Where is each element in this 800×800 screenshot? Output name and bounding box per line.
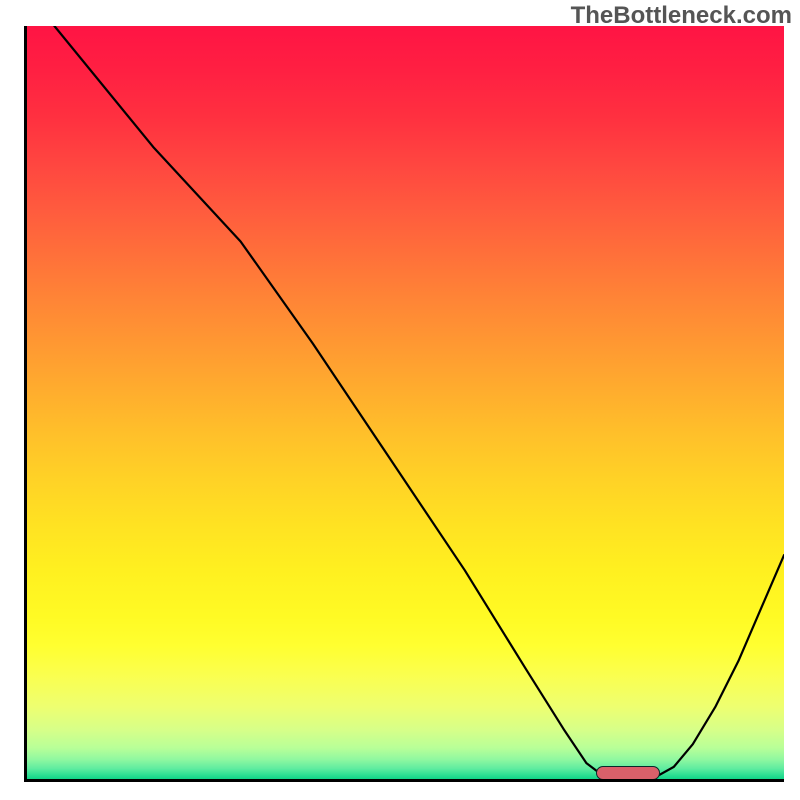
bottleneck-curve — [54, 26, 784, 778]
axis-bottom — [24, 779, 784, 782]
chart-container: TheBottleneck.com — [0, 0, 800, 800]
plot-area — [24, 26, 784, 782]
axis-left — [24, 26, 27, 782]
curve-svg — [24, 26, 784, 782]
minimum-marker — [596, 766, 661, 780]
